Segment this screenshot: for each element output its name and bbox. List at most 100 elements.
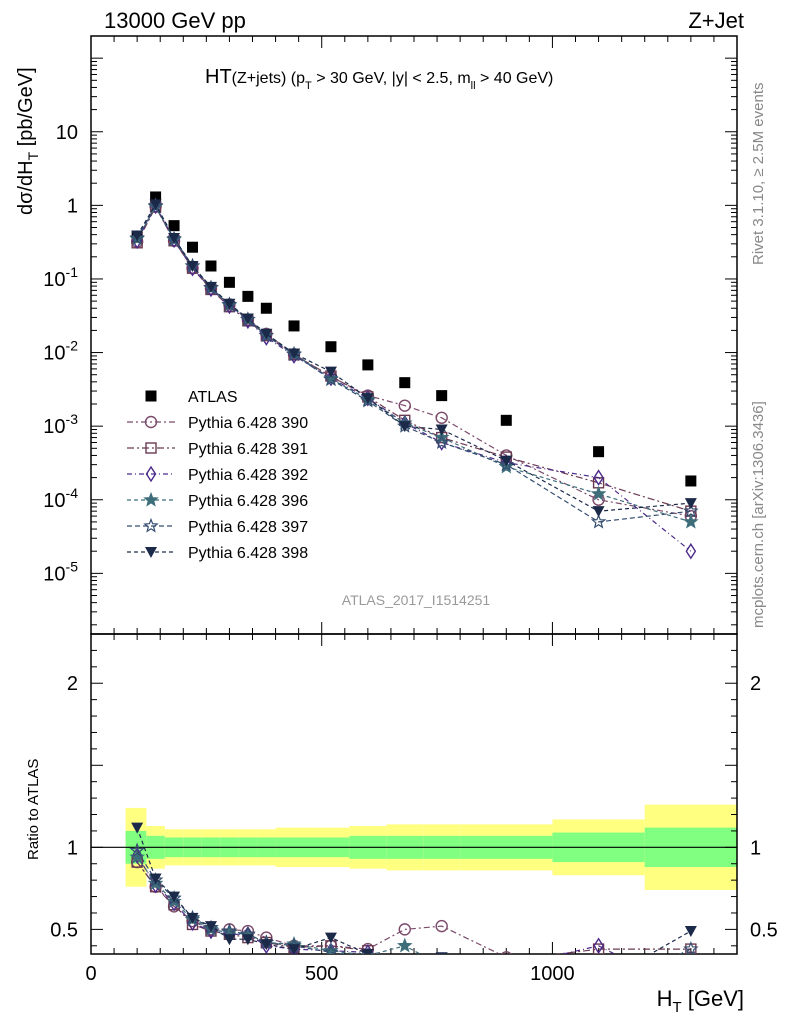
analysis-watermark: ATLAS_2017_I1514251	[342, 592, 491, 608]
data-point	[433, 434, 450, 450]
legend-item: Pythia 6.428 391	[127, 441, 308, 458]
data-point	[186, 260, 199, 272]
data-point	[436, 390, 448, 402]
ratio-point	[400, 957, 410, 967]
legend-label: Pythia 6.428 398	[188, 545, 308, 562]
ratio-point	[323, 944, 339, 954]
ratio-point	[592, 943, 605, 954]
data-point	[362, 359, 374, 371]
ratio-y-tick-label-right: 0.5	[750, 919, 778, 941]
ratio-point	[241, 934, 254, 946]
data-point	[590, 485, 607, 501]
data-point	[592, 506, 605, 518]
legend-label: Pythia 6.428 392	[188, 467, 308, 484]
data-point	[260, 328, 273, 340]
data-point	[683, 503, 699, 518]
ratio-series-group	[129, 822, 699, 981]
series-line	[136, 203, 691, 512]
main-y-tick-label: 1	[67, 195, 78, 217]
legend-item: Pythia 6.428 398	[127, 545, 308, 562]
data-point	[223, 298, 236, 310]
data-point	[204, 281, 217, 293]
ratio-y-axis-label: Ratio to ATLAS	[25, 759, 42, 860]
ratio-point	[435, 952, 448, 954]
ratio-point	[324, 932, 337, 944]
data-point	[131, 230, 144, 242]
legend-item: ATLAS	[145, 389, 238, 406]
data-point	[398, 399, 411, 412]
data-point	[593, 469, 604, 486]
data-point	[590, 513, 607, 529]
x-tick-label: 0	[85, 963, 96, 985]
main-y-tick-label: 10-3	[43, 411, 78, 438]
ratio-point	[592, 961, 604, 973]
data-point	[685, 475, 697, 487]
legend-marker	[145, 442, 157, 454]
data-point	[324, 366, 337, 378]
legend-item: Pythia 6.428 396	[127, 491, 308, 510]
ratio-point	[500, 966, 512, 978]
ratio-y-tick-label: 1	[67, 837, 78, 859]
ratio-point	[500, 962, 512, 974]
data-point	[325, 341, 337, 353]
ratio-point	[288, 944, 301, 954]
ratio-point	[593, 937, 604, 954]
main-y-tick-label: 10-2	[43, 338, 78, 365]
data-point	[242, 290, 254, 302]
ratio-series-line	[136, 827, 692, 954]
main-title: HT(Z+jets) (pT > 30 GeV, |y| < 2.5, mll …	[205, 66, 553, 92]
legend-marker	[143, 491, 159, 507]
ratio-point	[685, 959, 697, 971]
ratio-point	[323, 942, 339, 954]
data-point	[288, 348, 301, 360]
header-right-label: Z+Jet	[688, 8, 744, 33]
data-point	[435, 411, 448, 424]
ratio-y-tick-label-right: 1	[750, 837, 761, 859]
legend-label: Pythia 6.428 390	[188, 415, 308, 432]
ratio-point	[223, 934, 236, 946]
data-point	[205, 260, 217, 272]
legend-item: Pythia 6.428 390	[127, 415, 308, 432]
x-tick-label: 1000	[530, 963, 575, 985]
ratio-point	[593, 970, 604, 981]
ratio-point	[260, 939, 273, 951]
legend-label: ATLAS	[188, 389, 238, 406]
data-point	[223, 276, 235, 288]
ratio-point	[168, 891, 181, 903]
legend-marker	[145, 390, 157, 402]
legend-marker	[145, 547, 157, 558]
ratio-y-tick-label: 0.5	[50, 919, 78, 941]
data-point	[498, 456, 515, 472]
ratio-y-tick-label: 2	[67, 673, 78, 695]
series-line	[136, 205, 692, 512]
ratio-point	[501, 956, 511, 966]
main-y-tick-label: 10	[56, 122, 78, 144]
ratio-point	[361, 949, 374, 954]
ratio-point	[399, 961, 411, 973]
main-panel: 10-5 10-4 10-3 10-2 10-1 1 10 ATLAS Pythia 6.428…	[43, 35, 738, 635]
x-tick-label: 500	[305, 963, 338, 985]
main-y-tick-label: 10-1	[43, 264, 78, 291]
data-point	[168, 220, 180, 232]
data-point	[593, 446, 605, 458]
data-point	[683, 513, 699, 529]
ratio-point	[129, 842, 145, 858]
legend-marker	[145, 465, 157, 483]
data-point	[325, 369, 337, 387]
ratio-series-line	[136, 855, 616, 954]
ratio-frame	[90, 633, 738, 955]
ratio-point	[436, 964, 448, 976]
data-point	[150, 191, 162, 203]
ratio-series-line	[136, 861, 691, 954]
legend-label: Pythia 6.428 391	[188, 441, 308, 458]
data-point	[500, 414, 512, 426]
main-y-tick-label: 10-4	[43, 485, 78, 512]
series-line	[136, 204, 692, 552]
ratio-point	[221, 922, 238, 938]
data-point	[361, 393, 374, 405]
ratio-point	[684, 926, 697, 938]
data-point	[399, 377, 411, 389]
ratio-point	[683, 940, 699, 954]
legend-marker	[144, 415, 158, 429]
data-point	[149, 199, 162, 211]
